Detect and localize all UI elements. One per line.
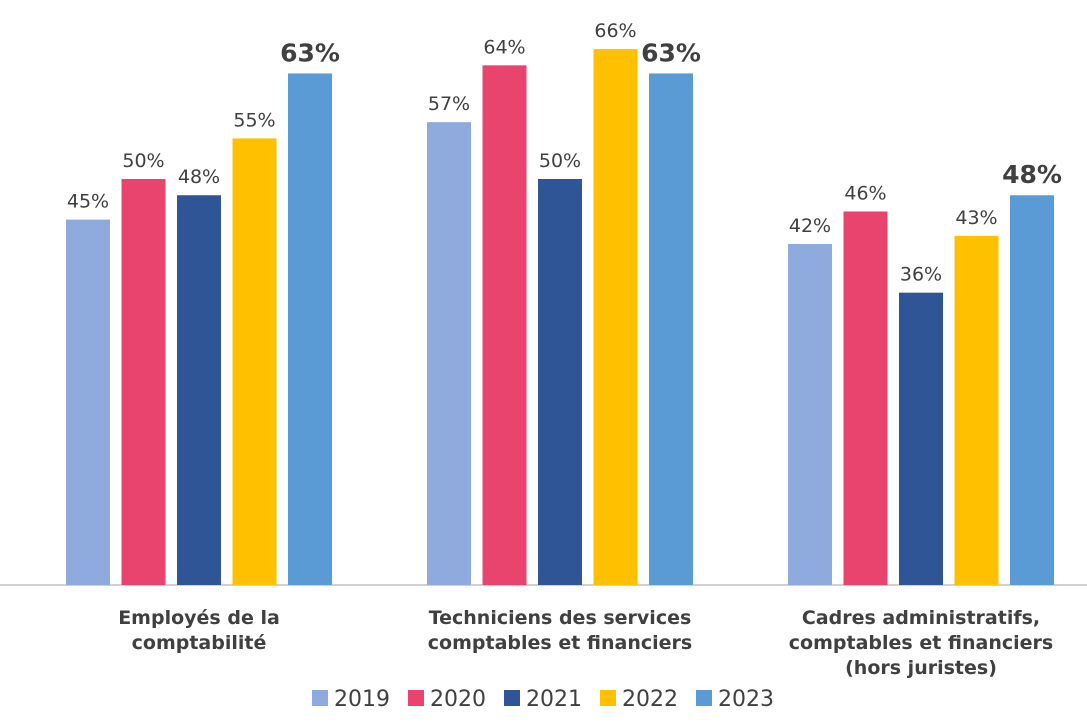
x-tick-label: Techniciens des services comptables et f… [427, 607, 693, 654]
bar [1010, 195, 1054, 586]
data-label: 66% [594, 20, 636, 42]
legend-swatch [600, 690, 616, 706]
bar [427, 122, 471, 585]
bar [482, 65, 527, 585]
bar [843, 211, 888, 586]
data-label: 42% [789, 215, 831, 237]
x-tick-label: Employés de la comptabilité [118, 607, 280, 654]
data-label: 48% [178, 166, 220, 188]
bar [288, 73, 332, 585]
data-label: 64% [483, 36, 525, 58]
legend-label: 2020 [430, 687, 486, 712]
data-label: 57% [428, 93, 470, 115]
legend-label: 2021 [526, 687, 582, 712]
data-label: 45% [67, 191, 109, 213]
bar [538, 179, 582, 585]
legend-label: 2023 [718, 687, 774, 712]
data-label: 46% [844, 182, 886, 204]
legend-swatch [312, 690, 328, 706]
legend-label: 2019 [334, 687, 390, 712]
bar [66, 219, 110, 585]
bar [232, 138, 277, 585]
data-label: 36% [900, 264, 942, 286]
bar [649, 73, 693, 585]
bar [788, 243, 832, 585]
bar [593, 49, 638, 585]
legend-swatch [696, 690, 712, 706]
data-label: 63% [280, 38, 340, 67]
legend-swatch [408, 690, 424, 706]
data-label: 55% [233, 109, 275, 131]
bar [177, 195, 221, 586]
data-label: 48% [1002, 160, 1062, 189]
data-label: 43% [955, 207, 997, 229]
bar [899, 292, 943, 585]
x-tick-label: Cadres administratifs, comptables et fin… [788, 607, 1054, 679]
bar [954, 235, 999, 585]
data-label: 50% [539, 150, 581, 172]
bar [121, 179, 166, 585]
data-label: 50% [122, 150, 164, 172]
legend-label: 2022 [622, 687, 678, 712]
data-label: 63% [641, 38, 701, 67]
legend-swatch [504, 690, 520, 706]
